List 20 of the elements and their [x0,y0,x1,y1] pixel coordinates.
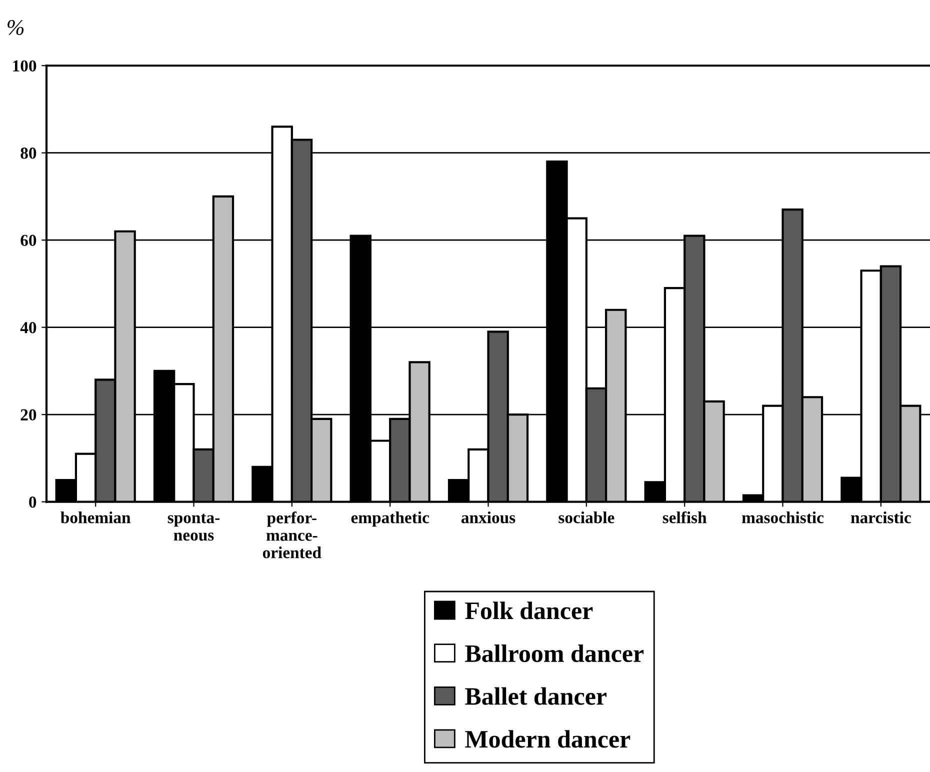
y-tick-label: 40 [20,322,36,334]
legend-label: Ballroom dancer [465,644,644,662]
x-tick-label: sponta- neous [168,514,220,541]
x-tick-label: bohemian [60,512,131,524]
x-tick-label: anxious [461,512,516,524]
y-axis-title: % [8,20,24,36]
legend-label: Folk dancer [465,602,593,620]
x-tick-label: masochistic [742,512,824,524]
x-tick-label: selfish [662,511,707,524]
x-tick-label: sociable [558,512,614,524]
legend-label: Ballet dancer [465,687,606,705]
x-tick-label: empathetic [351,512,430,527]
y-tick-label: 60 [20,234,36,246]
y-tick-label: 80 [20,148,36,159]
x-tick-label: perfor- mance- oriented [262,512,322,558]
legend-label: Modern dancer [465,730,630,748]
y-tick-label: 20 [20,409,36,421]
y-tick-label: 0 [29,496,36,508]
y-tick-label: 100 [13,60,36,72]
x-tick-label: narcistic [850,512,911,524]
